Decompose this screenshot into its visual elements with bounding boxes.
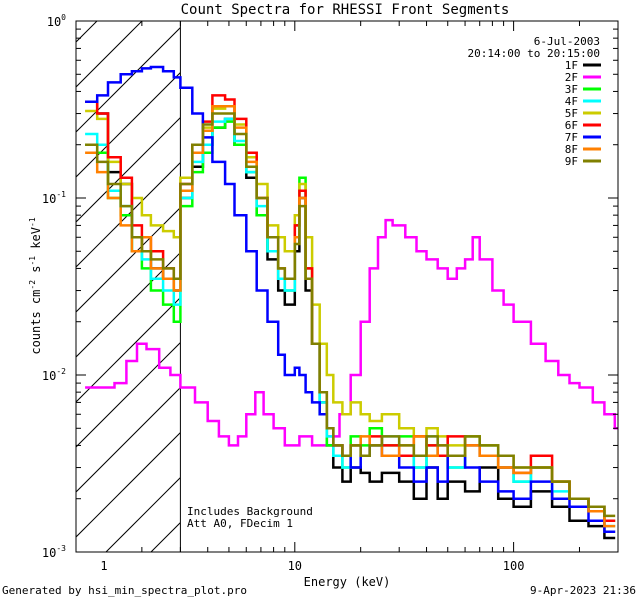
annotation-background: Includes Background [187,505,313,518]
series-9F [85,112,616,518]
hatch-line [105,476,181,552]
y-label-part-3: keV [29,227,43,256]
x-axis-label: Energy (keV) [304,575,391,589]
hatch-line [331,0,640,552]
annotation-attenuator: Att A0, FDecim 1 [187,517,293,530]
series-7F [85,65,616,534]
y-label-exp-2: -1 [28,256,37,266]
y-tick-label: 10-2 [42,367,66,383]
hatch-line [376,0,640,552]
x-tick-label: 10 [288,559,302,573]
hatch-line [76,251,181,358]
hatch-line [76,161,181,268]
footer-timestamp: 9-Apr-2023 21:36 [530,584,636,597]
legend-label-5F: 5F [565,107,578,120]
legend-label-1F: 1F [565,59,578,72]
hatch-line [76,26,181,133]
y-label-part-1: counts cm [29,290,43,355]
hatch-line [601,0,640,552]
hatch-line [0,0,121,552]
chart-title: Count Spectra for RHESSI Front Segments [181,2,510,18]
legend-label-9F: 9F [565,155,578,168]
hatch-lines [0,0,640,552]
axes-layer: 10 100 1 10-3 10-2 10-1 100 [42,13,619,573]
hatch-line [76,21,143,88]
y-label-part-2: s [29,266,43,280]
hatch-line [286,0,640,552]
hatch-line [76,431,181,538]
series-layer [85,65,618,540]
hatch-line [76,386,181,493]
legend-label-4F: 4F [565,95,578,108]
y-axis-label: counts cm-2 s-1 keV-1 [28,217,43,354]
legend-label-6F: 6F [565,119,578,132]
date-label: 6-Jul-2003 [534,35,600,48]
hatch-line [76,21,98,43]
legend-label-8F: 8F [565,143,578,156]
legend-label-2F: 2F [565,71,578,84]
y-tick-label: 10-1 [42,190,66,206]
x-tick-label-side: 1 [100,559,107,573]
plot-frame [75,20,619,553]
y-tick-label: 100 [47,13,66,29]
legend-label-7F: 7F [565,131,578,144]
series-1F [85,100,616,540]
hatched-region [0,0,640,552]
y-tick-label: 10-3 [42,544,66,560]
y-label-exp-1: -2 [28,280,37,290]
series-2F [85,218,618,447]
footer-generated-by: Generated by hsi_min_spectra_plot.pro [2,584,247,597]
y-label-exp-3: -1 [28,217,37,227]
hatch-line [241,0,640,552]
legend-label-3F: 3F [565,83,578,96]
x-tick-label: 100 [503,559,525,573]
time-range-label: 20:14:00 to 20:15:00 [468,47,600,60]
